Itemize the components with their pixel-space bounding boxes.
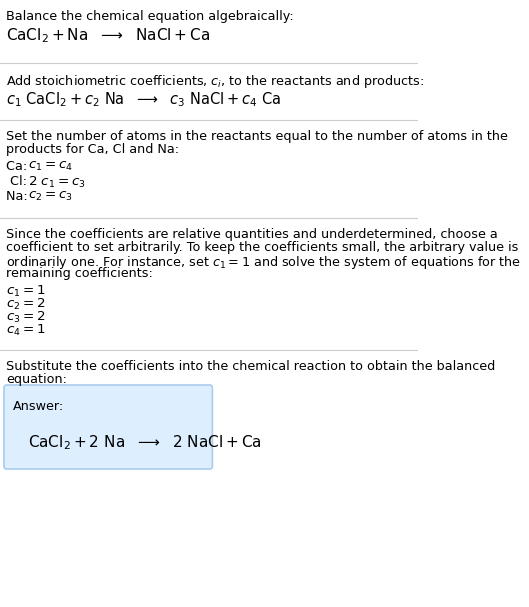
Text: coefficient to set arbitrarily. To keep the coefficients small, the arbitrary va: coefficient to set arbitrarily. To keep … [6, 241, 519, 254]
Text: Substitute the coefficients into the chemical reaction to obtain the balanced: Substitute the coefficients into the che… [6, 360, 496, 373]
Text: $c_1 = 1$: $c_1 = 1$ [6, 284, 46, 299]
Text: $\mathrm{CaCl_2 + Na\ \ \longrightarrow\ \ NaCl + Ca}$: $\mathrm{CaCl_2 + Na\ \ \longrightarrow\… [6, 26, 211, 45]
Text: $c_2 = c_3$: $c_2 = c_3$ [29, 190, 74, 203]
Text: Add stoichiometric coefficients, $c_i$, to the reactants and products:: Add stoichiometric coefficients, $c_i$, … [6, 73, 424, 90]
Text: $c_1 = c_4$: $c_1 = c_4$ [29, 160, 74, 173]
Text: remaining coefficients:: remaining coefficients: [6, 267, 153, 280]
Text: equation:: equation: [6, 373, 67, 386]
Text: $c_2 = 2$: $c_2 = 2$ [6, 297, 46, 312]
Text: $2\ c_1 = c_3$: $2\ c_1 = c_3$ [29, 175, 86, 190]
Text: ordinarily one. For instance, set $c_1 = 1$ and solve the system of equations fo: ordinarily one. For instance, set $c_1 =… [6, 254, 522, 271]
Text: Cl:: Cl: [6, 175, 31, 188]
Text: $c_4 = 1$: $c_4 = 1$ [6, 323, 46, 338]
Text: Ca:: Ca: [6, 160, 32, 173]
Text: $c_1\ \mathrm{CaCl_2} + c_2\ \mathrm{Na}\ \ \longrightarrow\ \ c_3\ \mathrm{NaCl: $c_1\ \mathrm{CaCl_2} + c_2\ \mathrm{Na}… [6, 90, 281, 109]
Text: products for Ca, Cl and Na:: products for Ca, Cl and Na: [6, 143, 179, 156]
Text: Since the coefficients are relative quantities and underdetermined, choose a: Since the coefficients are relative quan… [6, 228, 498, 241]
Text: Set the number of atoms in the reactants equal to the number of atoms in the: Set the number of atoms in the reactants… [6, 130, 508, 143]
Text: $c_3 = 2$: $c_3 = 2$ [6, 310, 46, 325]
Text: $\mathrm{CaCl_2 + 2\ Na\ \ \longrightarrow\ \ 2\ NaCl + Ca}$: $\mathrm{CaCl_2 + 2\ Na\ \ \longrightarr… [29, 433, 262, 452]
Text: Answer:: Answer: [13, 400, 64, 413]
Text: Na:: Na: [6, 190, 32, 203]
Text: Balance the chemical equation algebraically:: Balance the chemical equation algebraica… [6, 10, 294, 23]
FancyBboxPatch shape [4, 385, 213, 469]
